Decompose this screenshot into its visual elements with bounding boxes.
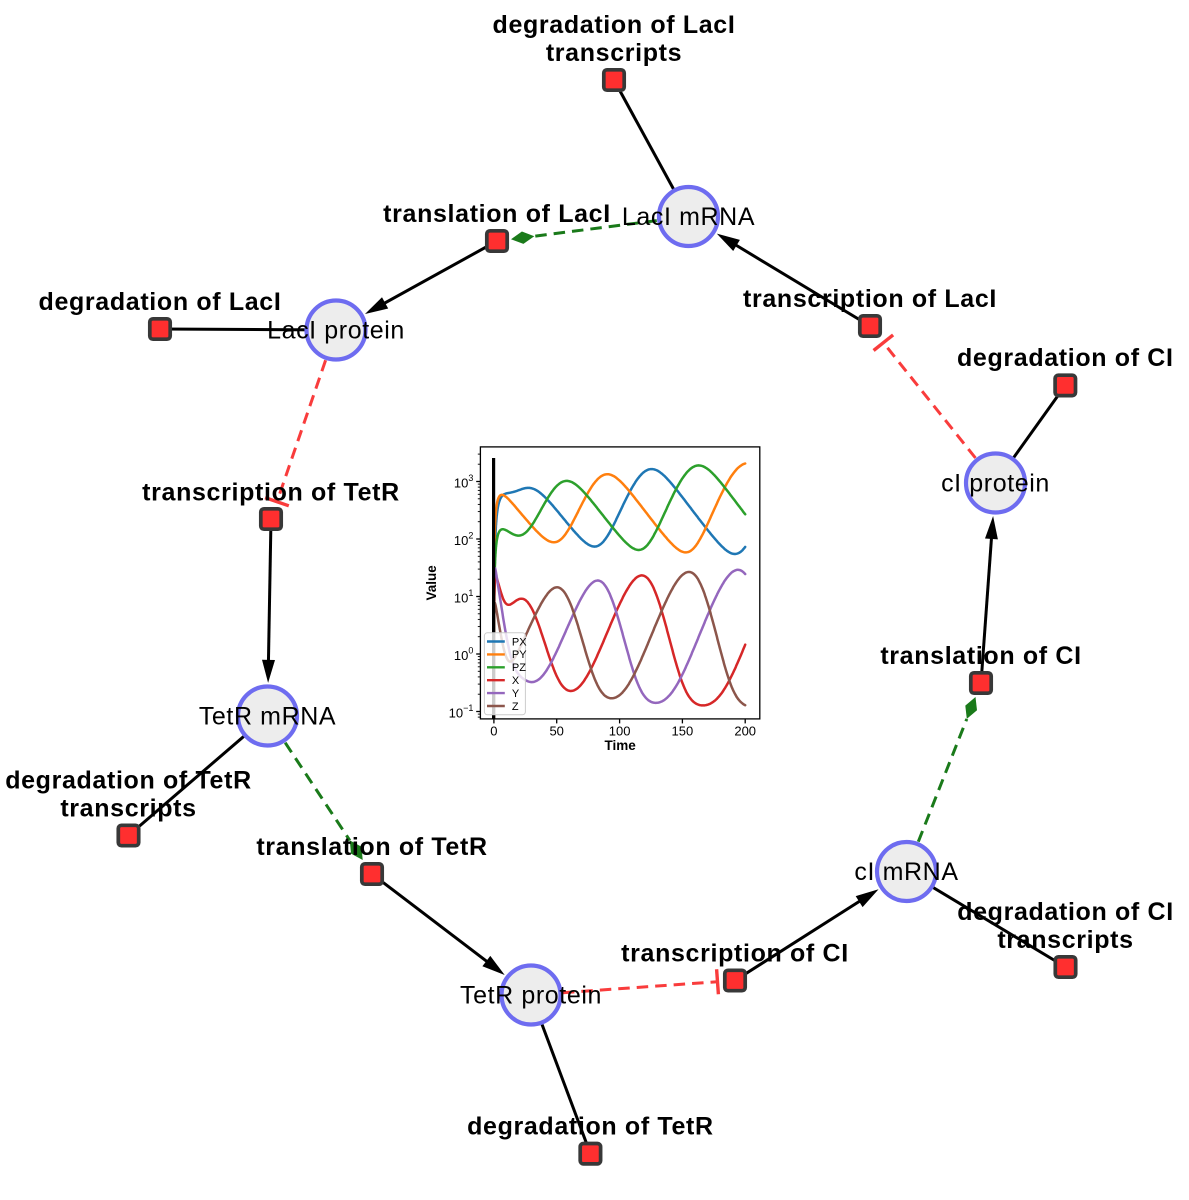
svg-text:degradation of CI: degradation of CI: [957, 344, 1174, 372]
svg-text:LacI protein: LacI protein: [267, 317, 405, 345]
svg-text:LacI mRNA: LacI mRNA: [622, 203, 755, 231]
svg-text:transcription of CI: transcription of CI: [621, 940, 849, 968]
svg-text:X: X: [512, 675, 520, 687]
svg-text:100: 100: [609, 723, 631, 738]
svg-text:transcripts: transcripts: [997, 926, 1133, 954]
svg-text:degradation of LacI: degradation of LacI: [39, 288, 282, 316]
svg-text:150: 150: [672, 723, 694, 738]
svg-text:degradation of TetR: degradation of TetR: [467, 1113, 714, 1141]
svg-text:200: 200: [734, 723, 756, 738]
svg-text:translation of TetR: translation of TetR: [256, 833, 487, 861]
svg-text:degradation of TetR: degradation of TetR: [5, 767, 252, 795]
svg-text:TetR mRNA: TetR mRNA: [199, 703, 336, 731]
svg-text:Y: Y: [512, 688, 520, 700]
svg-text:transcription of TetR: transcription of TetR: [142, 479, 400, 507]
svg-text:Value: Value: [424, 565, 439, 601]
svg-text:Z: Z: [512, 701, 519, 713]
svg-text:transcripts: transcripts: [60, 795, 196, 823]
svg-text:transcription of LacI: transcription of LacI: [743, 285, 997, 313]
svg-text:Time: Time: [604, 738, 636, 753]
svg-text:PY: PY: [512, 649, 527, 661]
svg-text:degradation of LacI: degradation of LacI: [493, 11, 736, 39]
svg-text:50: 50: [549, 723, 563, 738]
svg-text:degradation of CI: degradation of CI: [957, 898, 1174, 926]
svg-text:transcripts: transcripts: [546, 39, 682, 67]
svg-text:PZ: PZ: [512, 662, 526, 674]
svg-text:0: 0: [490, 723, 497, 738]
svg-text:PX: PX: [512, 636, 527, 648]
svg-text:translation of CI: translation of CI: [880, 642, 1081, 670]
svg-text:TetR protein: TetR protein: [460, 982, 602, 1010]
svg-text:translation of LacI: translation of LacI: [383, 200, 611, 228]
svg-text:cI protein: cI protein: [941, 470, 1050, 498]
svg-text:cI mRNA: cI mRNA: [854, 858, 958, 886]
